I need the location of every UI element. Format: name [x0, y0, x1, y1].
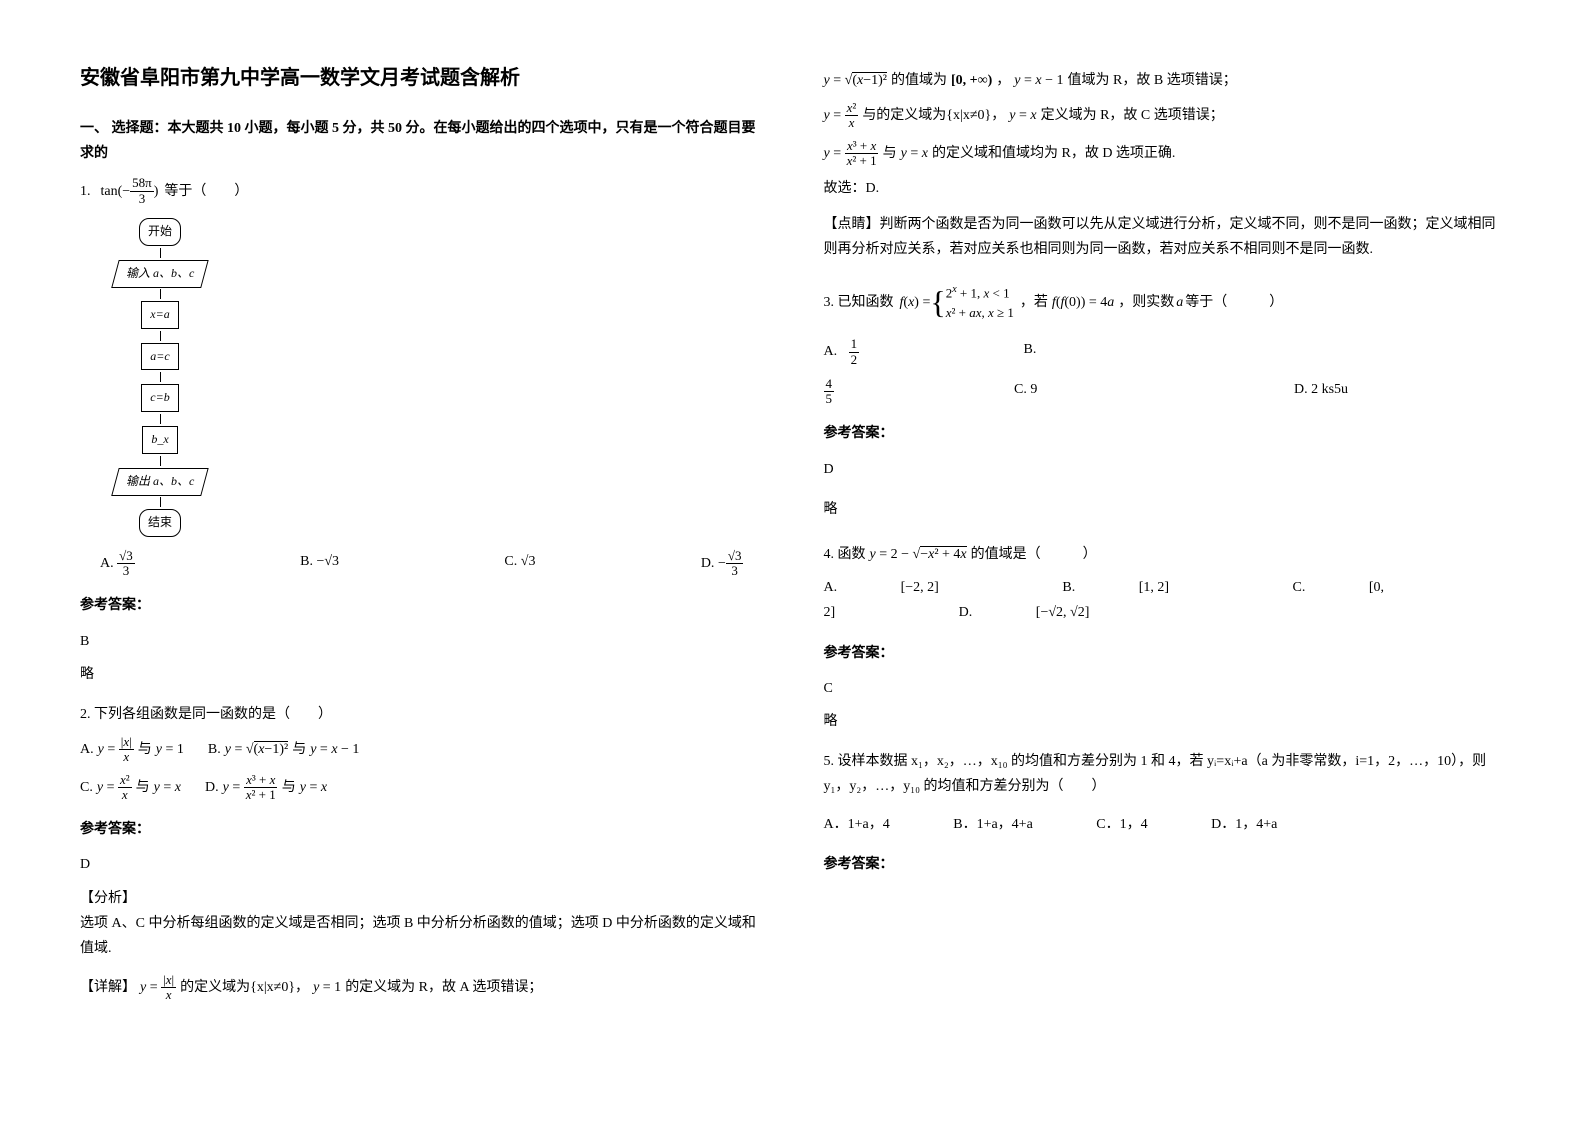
- q2-answer-label: 参考答案：: [80, 817, 764, 842]
- q1-tail: 等于（ ）: [164, 179, 248, 204]
- q3-answer-label: 参考答案：: [824, 421, 1508, 446]
- conclusion: 故选：D.: [824, 176, 1508, 201]
- q4-answer: C: [824, 676, 1508, 701]
- q2-answer: D: [80, 852, 764, 877]
- question-2: 2. 下列各组函数是同一函数的是（ ） A. y = |x|x 与 y = 1 …: [80, 702, 764, 802]
- flow-s3: c=b: [141, 384, 178, 412]
- flow-end: 结束: [139, 509, 181, 537]
- flowchart: 开始 输入 a、b、c x=a a=c c=b b_x 输出 a、b、c 结束: [110, 216, 764, 539]
- q4-answer-label: 参考答案：: [824, 641, 1508, 666]
- doc-title: 安徽省阜阳市第九中学高一数学文月考试题含解析: [80, 60, 764, 96]
- flow-start: 开始: [139, 218, 181, 246]
- question-1: 1. tan(−58π3) 等于（ ） 开始 输入 a、b、c x=a a=c …: [80, 176, 764, 578]
- flow-input: 输入 a、b、c: [111, 260, 209, 288]
- question-5: 5. 设样本数据 x₁，x₂，…，x₁₀ 的均值和方差分别为 1 和 4，若 y…: [824, 749, 1508, 837]
- detail-label: 【详解】: [80, 975, 136, 1000]
- dianjing-label: 【点睛】: [824, 217, 880, 232]
- q2-analysis-title: 【分析】: [80, 886, 764, 911]
- q3-answer: D: [824, 457, 1508, 482]
- q1-answer-label: 参考答案：: [80, 593, 764, 618]
- dianjing: 判断两个函数是否为同一函数可以先从定义域进行分析，定义域不同，则不是同一函数；定…: [824, 217, 1496, 257]
- q1-answer: B: [80, 629, 764, 654]
- question-3: 3. 已知函数 f(x) = { 2x + 1, x < 1 x² + ax, …: [824, 282, 1508, 407]
- question-4: 4. 函数 y = 2 − √−x² + 4x 的值域是（ ） A. [−2, …: [824, 542, 1508, 626]
- flow-output: 输出 a、b、c: [111, 468, 209, 496]
- q2-text: 2. 下列各组函数是同一函数的是（ ）: [80, 702, 764, 727]
- section1-header: 一、 选择题：本大题共 10 小题，每小题 5 分，共 50 分。在每小题给出的…: [80, 116, 764, 166]
- flow-s2: a=c: [141, 343, 178, 371]
- q5-text: 5. 设样本数据 x₁，x₂，…，x₁₀ 的均值和方差分别为 1 和 4，若 y…: [824, 749, 1508, 799]
- flow-s1: x=a: [141, 301, 178, 329]
- q1-options: A. √33 B. −√3 C. √3 D. −√33: [80, 549, 764, 579]
- q3-brief: 略: [824, 497, 1508, 522]
- q1-brief: 略: [80, 662, 764, 687]
- q1-num: 1.: [80, 179, 91, 204]
- q5-answer-label: 参考答案：: [824, 852, 1508, 877]
- q4-brief: 略: [824, 709, 1508, 734]
- q2-analysis-body: 选项 A、C 中分析每组函数的定义域是否相同；选项 B 中分析分析函数的值域；选…: [80, 911, 764, 961]
- flow-s4: b_x: [142, 426, 177, 454]
